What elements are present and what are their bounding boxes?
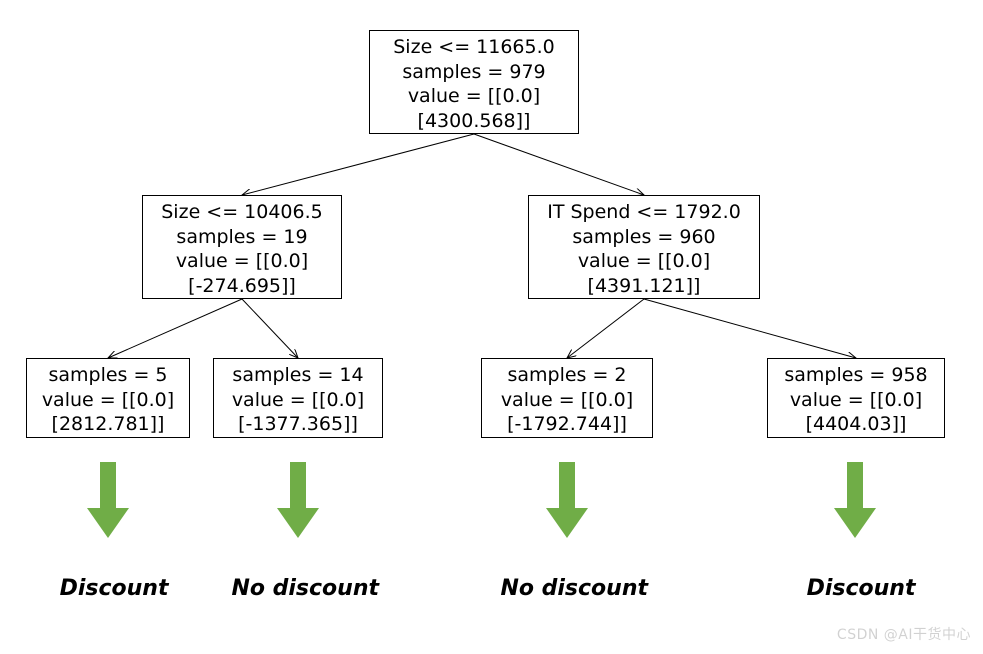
tree-node-root: Size <= 11665.0 samples = 979 value = [[… [369, 30, 579, 134]
node-text: value = [[0.0] [539, 249, 749, 274]
tree-leaf: samples = 5 value = [[0.0] [2812.781]] [26, 358, 190, 438]
node-text: IT Spend <= 1792.0 [539, 200, 749, 225]
tree-node-left: Size <= 10406.5 samples = 19 value = [[0… [142, 195, 342, 299]
node-text: [-274.695]] [153, 274, 331, 299]
node-text: samples = 958 [778, 363, 934, 388]
leaf-result-label: Discount [60, 576, 169, 601]
result-arrow-icon [277, 462, 319, 540]
node-text: samples = 979 [380, 60, 568, 85]
result-arrow-icon [546, 462, 588, 540]
node-text: value = [[0.0] [492, 388, 642, 413]
tree-node-right: IT Spend <= 1792.0 samples = 960 value =… [528, 195, 760, 299]
node-text: value = [[0.0] [153, 249, 331, 274]
node-text: value = [[0.0] [380, 84, 568, 109]
node-text: samples = 960 [539, 225, 749, 250]
result-arrow-icon [87, 462, 129, 540]
node-text: Size <= 10406.5 [153, 200, 331, 225]
node-text: [2812.781]] [37, 412, 179, 437]
node-text: value = [[0.0] [224, 388, 372, 413]
node-text: samples = 2 [492, 363, 642, 388]
decision-tree-diagram: Size <= 11665.0 samples = 979 value = [[… [0, 0, 983, 654]
node-text: samples = 14 [224, 363, 372, 388]
tree-leaf: samples = 14 value = [[0.0] [-1377.365]] [213, 358, 383, 438]
leaf-result-label: No discount [500, 576, 648, 601]
node-text: value = [[0.0] [778, 388, 934, 413]
tree-leaf: samples = 958 value = [[0.0] [4404.03]] [767, 358, 945, 438]
tree-leaf: samples = 2 value = [[0.0] [-1792.744]] [481, 358, 653, 438]
node-text: value = [[0.0] [37, 388, 179, 413]
watermark-text: CSDN @AI干货中心 [837, 624, 971, 644]
node-text: Size <= 11665.0 [380, 35, 568, 60]
node-text: [-1377.365]] [224, 412, 372, 437]
node-text: samples = 5 [37, 363, 179, 388]
node-text: [4300.568]] [380, 109, 568, 134]
leaf-result-label: No discount [231, 576, 379, 601]
node-text: [4391.121]] [539, 274, 749, 299]
leaf-result-label: Discount [807, 576, 916, 601]
node-text: samples = 19 [153, 225, 331, 250]
node-text: [-1792.744]] [492, 412, 642, 437]
result-arrow-icon [834, 462, 876, 540]
node-text: [4404.03]] [778, 412, 934, 437]
